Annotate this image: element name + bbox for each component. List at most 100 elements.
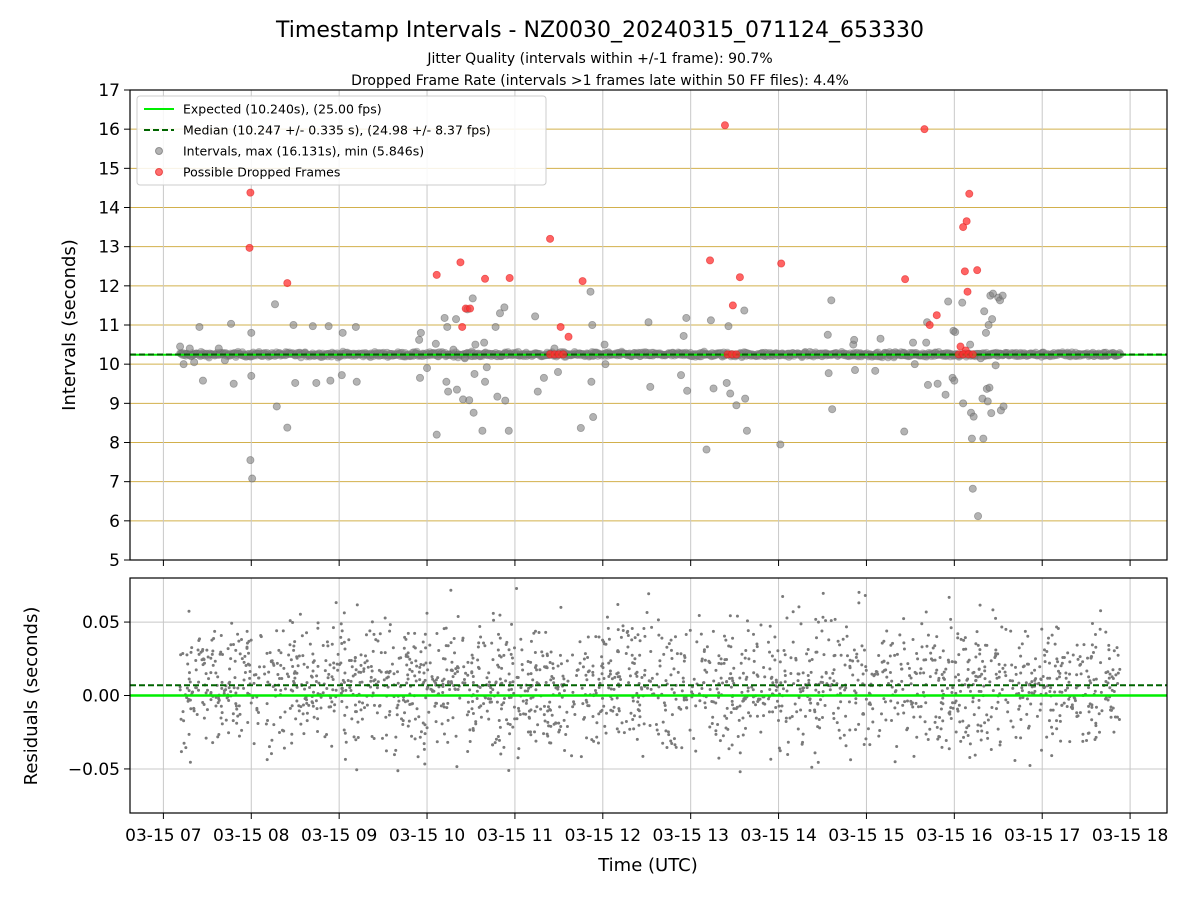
residual-point (357, 700, 361, 704)
residual-point (828, 684, 832, 688)
residual-point (550, 713, 554, 717)
residual-point (899, 662, 903, 666)
residual-point (829, 619, 833, 623)
residual-point (816, 620, 820, 624)
residual-point (326, 676, 330, 680)
residual-point (185, 653, 189, 657)
residual-point (446, 644, 450, 648)
residual-point (738, 704, 742, 708)
residual-point (978, 652, 982, 656)
residual-point (913, 670, 917, 674)
residual-point (421, 640, 425, 644)
residual-point (490, 641, 494, 645)
residual-point (631, 661, 635, 665)
residual-point (435, 632, 439, 636)
residual-point (388, 669, 392, 673)
residual-point (332, 709, 336, 713)
residual-point (724, 638, 728, 642)
residual-point (362, 667, 366, 671)
residual-point (412, 645, 416, 649)
interval-point (959, 399, 968, 408)
residual-point (243, 654, 247, 658)
residual-point (205, 708, 209, 712)
residual-point (344, 740, 348, 744)
residual-point (1021, 665, 1025, 669)
residual-point (360, 717, 364, 721)
residual-point (509, 652, 513, 656)
dropped-frame-point (556, 322, 565, 331)
residual-point (535, 705, 539, 709)
interval-point (900, 427, 909, 436)
residual-point (445, 668, 449, 672)
residual-point (344, 688, 348, 692)
interval-point (988, 315, 997, 324)
residual-point (1068, 672, 1072, 676)
residual-point (565, 659, 569, 663)
residual-point (718, 739, 722, 743)
residual-point (624, 719, 628, 723)
residual-point (423, 723, 427, 727)
residual-point (419, 663, 423, 667)
residual-point (384, 670, 388, 674)
residual-point (860, 644, 864, 648)
residual-point (475, 697, 479, 701)
residual-point (790, 714, 794, 718)
residual-point (915, 652, 919, 656)
residual-point (307, 703, 311, 707)
residual-point (627, 667, 631, 671)
residual-point (972, 713, 976, 717)
interval-point (198, 376, 207, 385)
dropped-frame-point (962, 217, 971, 226)
residual-point (642, 627, 646, 631)
residual-point (441, 657, 445, 661)
residual-point (621, 628, 625, 632)
residual-point (308, 642, 312, 646)
residual-point (575, 674, 579, 678)
residual-point (465, 713, 469, 717)
residual-point (450, 669, 454, 673)
residual-point (923, 720, 927, 724)
interval-point (601, 360, 610, 369)
residual-point (743, 656, 747, 660)
residual-point (347, 638, 351, 642)
residual-point (487, 717, 491, 721)
residual-point (1025, 712, 1029, 716)
residual-point (428, 661, 432, 665)
residual-point (832, 679, 836, 683)
residual-point (1107, 643, 1111, 647)
residual-point (545, 654, 549, 658)
residual-point (990, 705, 994, 709)
residual-point (1033, 678, 1037, 682)
residual-point (468, 728, 472, 732)
residual-point (572, 700, 576, 704)
residual-point (856, 678, 860, 682)
residual-point (406, 699, 410, 703)
residual-point (752, 649, 756, 653)
residual-point (446, 718, 450, 722)
residual-point (323, 669, 327, 673)
residual-point (365, 703, 369, 707)
residual-point (311, 704, 315, 708)
residual-point (1033, 689, 1037, 693)
dropped-frame-point (246, 188, 255, 197)
residual-point (1090, 703, 1094, 707)
residual-point (822, 653, 826, 657)
residual-point (211, 663, 215, 667)
residual-point (1043, 660, 1047, 664)
residual-point (665, 645, 669, 649)
residual-point (279, 688, 283, 692)
residual-point (655, 728, 659, 732)
residual-point (252, 742, 256, 746)
residual-point (316, 621, 320, 625)
residual-point (968, 755, 972, 759)
interval-point (468, 294, 477, 303)
residual-point (354, 738, 358, 742)
residual-point (601, 638, 605, 642)
residual-point (546, 705, 550, 709)
residual-point (976, 675, 980, 679)
residual-point (956, 632, 960, 636)
residual-point (516, 756, 520, 760)
residual-point (220, 686, 224, 690)
residual-point (395, 670, 399, 674)
residual-point (1117, 718, 1121, 722)
